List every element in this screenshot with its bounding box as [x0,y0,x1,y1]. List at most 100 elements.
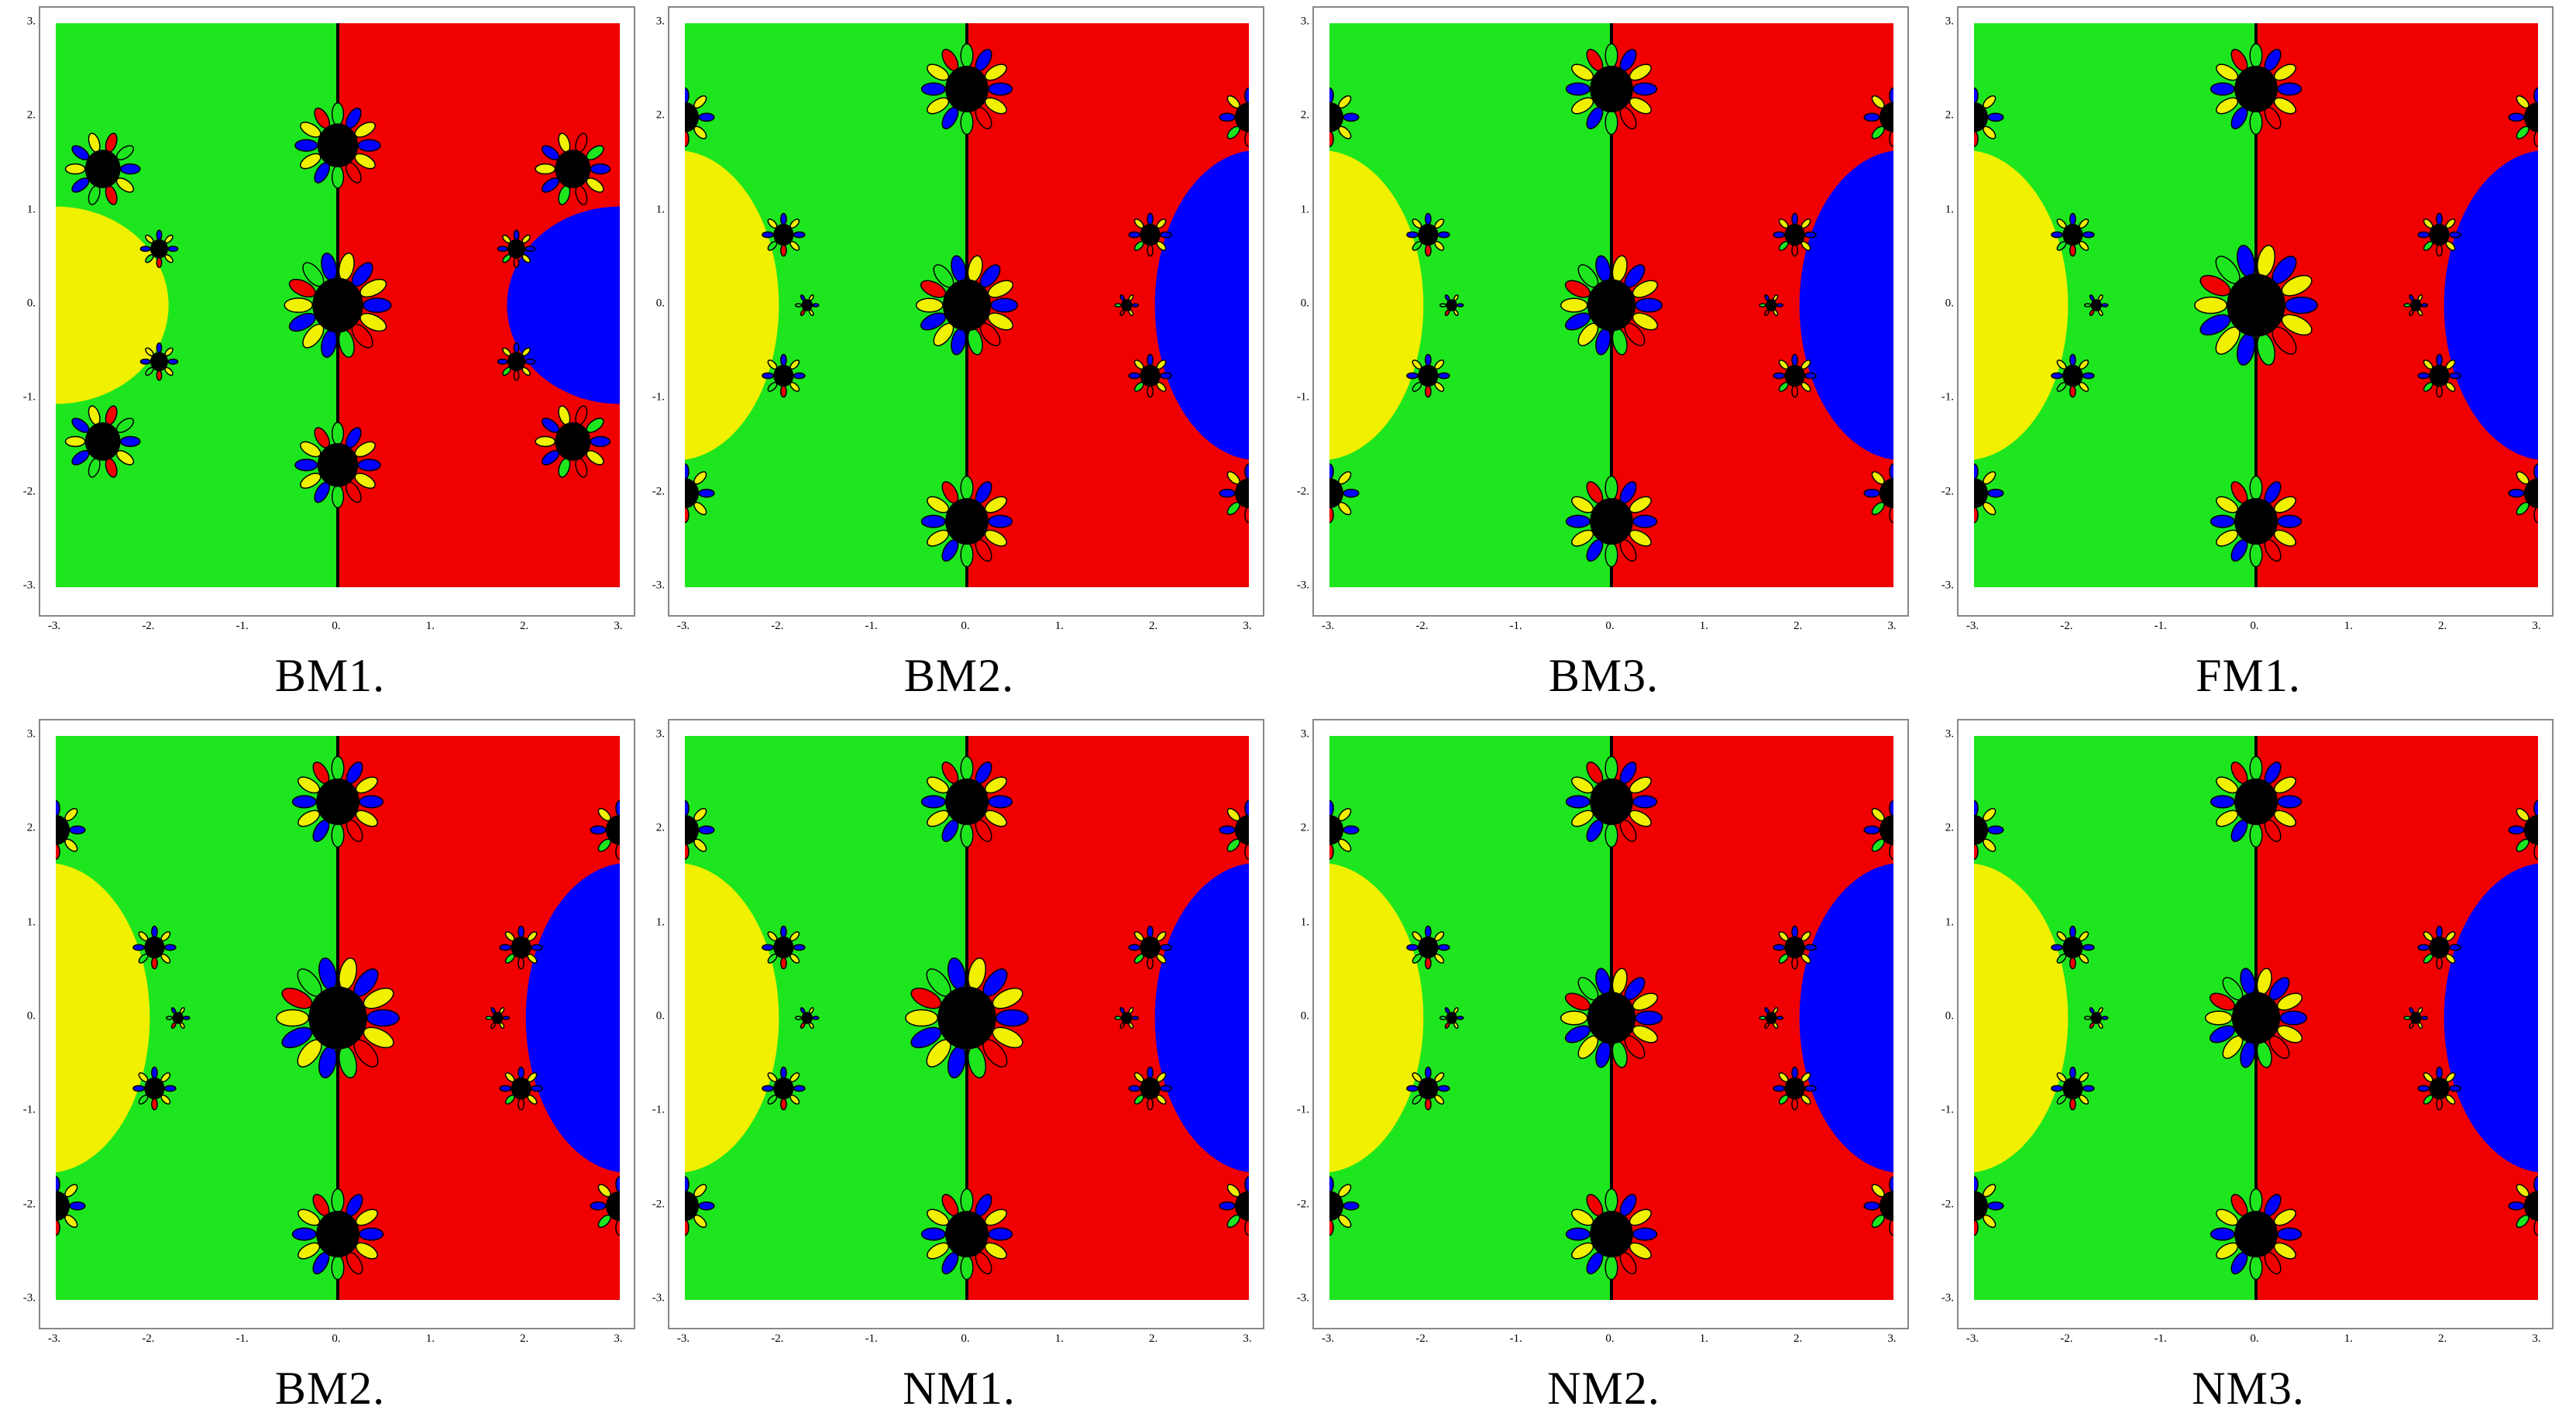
bulb-small [497,229,536,269]
bulb-left-top [64,132,141,205]
bulb-small [762,1066,806,1111]
bulb-bottom [1565,1188,1658,1281]
x-tick-label: -3. [676,1332,690,1345]
bulb-edge [1329,87,1360,147]
panel-caption: BM3. [1548,650,1659,701]
y-tick-label: -3. [22,579,36,592]
x-tick-label: -2. [142,620,155,632]
yellow-basin [1329,150,1424,460]
bulb-small [2051,353,2095,398]
yellow-basin [56,206,169,404]
x-tick-label: 1. [1054,1332,1064,1345]
y-tick-label: 2. [1945,108,1954,122]
bulb-small [132,925,177,970]
x-tick-label: 1. [425,1332,435,1345]
y-tick-label: -1. [1941,1103,1954,1116]
bulb-small [132,1066,177,1111]
yellow-basin [56,863,150,1173]
bulb-edge [590,799,620,860]
y-tick-label: -2. [22,1198,36,1211]
bulb-tiny [165,1006,191,1030]
y-tick-label: -1. [22,390,36,404]
basin-plot [685,736,1249,1300]
bulb-center [915,255,1019,356]
basin-image [56,736,620,1300]
basin-image [1329,736,1893,1300]
x-tick-label: -2. [2060,620,2073,632]
bulb-small [1406,353,1450,398]
blue-basin [507,206,620,404]
bulb-center [1560,968,1663,1068]
bulb-bottom [920,475,1013,568]
x-tick-label: -3. [1966,620,1979,632]
bulb-edge [2508,87,2538,147]
bulb-small [2417,353,2461,398]
x-tick-label: 3. [2532,1332,2541,1345]
bulb-edge [1219,87,1249,147]
bulb-edge [1219,463,1249,524]
x-tick-label: 2. [1149,1332,1158,1345]
y-tick-label: -2. [1941,485,1954,498]
panel-caption: BM2. [274,1363,386,1414]
bulb-edge [1329,463,1360,524]
bulb-edge [685,1176,715,1236]
plot-frame [39,6,635,617]
y-tick-label: 2. [655,821,665,834]
x-tick-label: 2. [520,1332,529,1345]
bulb-edge [1974,799,2004,860]
bulb-center [1560,255,1663,356]
basin-image [685,736,1249,1300]
bulb-tiny [485,1006,511,1030]
y-tick-label: 1. [1945,203,1954,216]
bulb-small [499,1066,543,1111]
bulb-center [276,957,400,1079]
x-tick-label: -3. [47,620,61,632]
x-tick-label: 1. [2344,620,2353,632]
bulb-edge [1329,1176,1360,1236]
bulb-tiny [1439,1006,1464,1030]
bulb-edge [1863,1176,1893,1236]
x-tick-label: -1. [2154,1332,2167,1345]
y-tick-label: 2. [1945,821,1954,834]
y-tick-label: 3. [1300,15,1309,28]
y-tick-label: -3. [22,1291,36,1305]
x-tick-label: 2. [520,620,529,632]
bulb-top [920,755,1013,848]
x-tick-label: 2. [1794,1332,1803,1345]
bulb-small [1406,925,1450,970]
plot-frame [39,719,635,1329]
y-tick-label: -3. [652,579,665,592]
bulb-top [1565,43,1658,136]
y-tick-label: -2. [1296,485,1309,498]
x-tick-label: -1. [865,1332,878,1345]
plot-frame [668,719,1264,1329]
bulb-tiny [2083,1006,2109,1030]
y-tick-label: 1. [1300,916,1309,929]
x-tick-label: 3. [1887,620,1897,632]
bulb-small [762,212,806,257]
y-tick-label: 0. [1945,1009,1954,1023]
y-tick-label: -3. [652,1291,665,1305]
bulb-right-bottom [535,405,611,478]
bulb-bottom [920,1188,1013,1281]
basin-image [1974,23,2538,587]
x-tick-label: -1. [236,1332,249,1345]
bulb-small [2417,212,2461,257]
x-tick-label: 2. [1149,620,1158,632]
bulb-tiny [2083,294,2109,317]
x-tick-label: 0. [332,1332,341,1345]
yellow-basin [1974,150,2069,460]
y-tick-label: 1. [26,203,36,216]
bulb-edge [685,463,715,524]
yellow-basin [685,150,779,460]
y-tick-label: 0. [1945,297,1954,310]
blue-basin [1799,150,1893,460]
y-tick-label: -1. [22,1103,36,1116]
x-tick-label: -2. [142,1332,155,1345]
bulb-edge [1863,87,1893,147]
blue-basin [2444,150,2538,460]
bulb-top [291,755,384,848]
bulb-small [1128,353,1172,398]
bulb-left-bottom [64,405,141,478]
